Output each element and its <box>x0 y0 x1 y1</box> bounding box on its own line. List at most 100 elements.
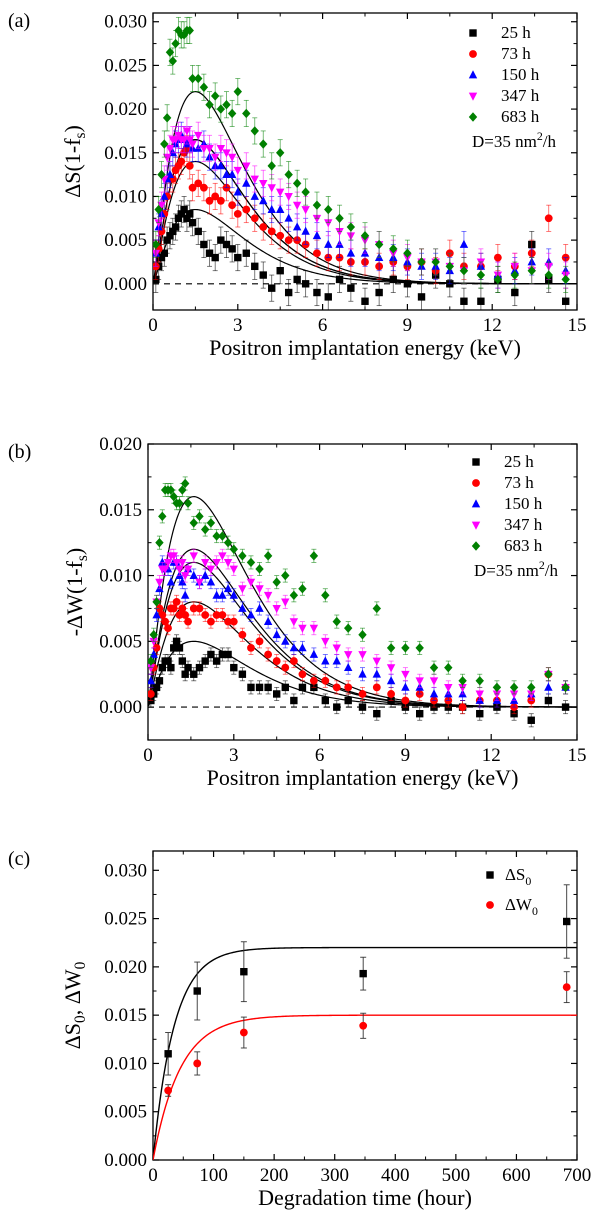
y-tick-label: 0.010 <box>104 1053 147 1074</box>
y-tick-label: 0.015 <box>104 1005 147 1026</box>
data-point <box>205 100 214 110</box>
data-point <box>227 153 237 162</box>
data-point <box>259 179 268 189</box>
data-point <box>166 577 176 586</box>
data-point <box>183 498 193 508</box>
data-point <box>372 603 381 614</box>
data-point <box>178 657 187 665</box>
data-point <box>263 591 273 600</box>
y-axis-title: -ΔW(1-fs) <box>62 548 91 637</box>
data-point <box>431 257 440 267</box>
data-point <box>477 297 485 305</box>
data-point <box>358 703 367 711</box>
data-point <box>216 161 226 170</box>
data-point <box>312 231 322 240</box>
data-point <box>174 131 183 140</box>
x-tick-label: 200 <box>260 1165 289 1186</box>
data-point <box>276 204 285 213</box>
data-point <box>358 630 367 640</box>
data-point <box>218 590 227 599</box>
data-point <box>344 683 353 692</box>
x-tick-label: 9 <box>403 315 413 336</box>
legend-marker <box>486 901 494 909</box>
legend-label: 347 h <box>504 515 543 534</box>
data-point <box>312 214 322 223</box>
data-point <box>255 603 264 612</box>
data-point <box>281 663 290 672</box>
data-point <box>190 670 198 678</box>
y-axis-title-text: ΔS0, ΔW0 <box>60 961 89 1049</box>
data-point <box>165 47 175 58</box>
data-point <box>346 248 356 257</box>
data-point <box>387 690 395 698</box>
data-point <box>155 677 164 685</box>
data-point <box>359 1021 368 1030</box>
legend-marker <box>471 541 481 551</box>
data-point <box>416 709 424 718</box>
data-point <box>321 696 330 705</box>
data-point <box>184 617 192 626</box>
data-point <box>158 663 166 672</box>
data-point <box>188 140 197 149</box>
x-tick-label: 15 <box>568 745 587 766</box>
data-point <box>227 108 237 119</box>
x-tick-label: 6 <box>318 315 328 336</box>
text-part: ΔS <box>60 1023 85 1049</box>
data-point <box>312 200 322 210</box>
data-point <box>152 610 161 619</box>
y-tick-label: 0.000 <box>99 697 142 718</box>
data-point <box>195 578 204 587</box>
data-point <box>255 683 264 692</box>
data-point <box>233 166 242 175</box>
data-point <box>206 565 216 574</box>
x-tick-label: 6 <box>315 745 325 766</box>
annotation: D=35 nm2/h <box>472 129 557 151</box>
data-point <box>174 25 183 36</box>
data-point <box>148 664 156 673</box>
data-point <box>509 690 519 699</box>
data-point <box>195 511 204 522</box>
plot-area <box>148 476 577 728</box>
text-part: ΔS <box>505 865 525 884</box>
data-point <box>444 662 453 673</box>
data-point <box>205 249 214 257</box>
data-point <box>242 162 251 171</box>
data-point <box>212 590 221 599</box>
data-point <box>335 227 344 237</box>
data-point <box>267 227 276 236</box>
data-point <box>199 183 208 192</box>
data-point <box>293 275 301 284</box>
y-axis-title-text: ΔS(1-fs) <box>60 125 89 198</box>
data-point <box>152 597 161 607</box>
data-point <box>510 270 520 280</box>
data-point <box>332 644 341 653</box>
data-point <box>180 590 190 599</box>
data-point <box>161 617 170 626</box>
data-point <box>281 570 290 581</box>
data-point <box>250 191 259 200</box>
chart-panel-3: (c) 0 100 200 300 400 500 600 700 0.000 0.005 0.010… <box>8 848 591 1210</box>
data-point <box>149 630 158 640</box>
panel-label: (a) <box>8 10 30 32</box>
data-point <box>199 82 209 92</box>
data-point <box>217 236 225 244</box>
text-part: -ΔW(1-f <box>62 560 87 636</box>
data-point <box>171 38 180 49</box>
data-point <box>224 650 232 659</box>
data-point <box>238 603 247 612</box>
data-point <box>158 511 167 522</box>
data-point <box>178 559 187 568</box>
x-tick-label: 600 <box>502 1165 531 1186</box>
data-point <box>375 288 383 297</box>
data-point <box>415 643 424 653</box>
data-point <box>272 577 281 587</box>
data-point <box>561 703 570 711</box>
legend-label: 150 h <box>501 65 540 84</box>
data-point <box>169 491 178 502</box>
data-point <box>210 91 220 101</box>
data-point <box>194 227 202 236</box>
series-25-h <box>148 634 570 728</box>
data-point <box>361 297 369 305</box>
data-point <box>272 630 281 639</box>
